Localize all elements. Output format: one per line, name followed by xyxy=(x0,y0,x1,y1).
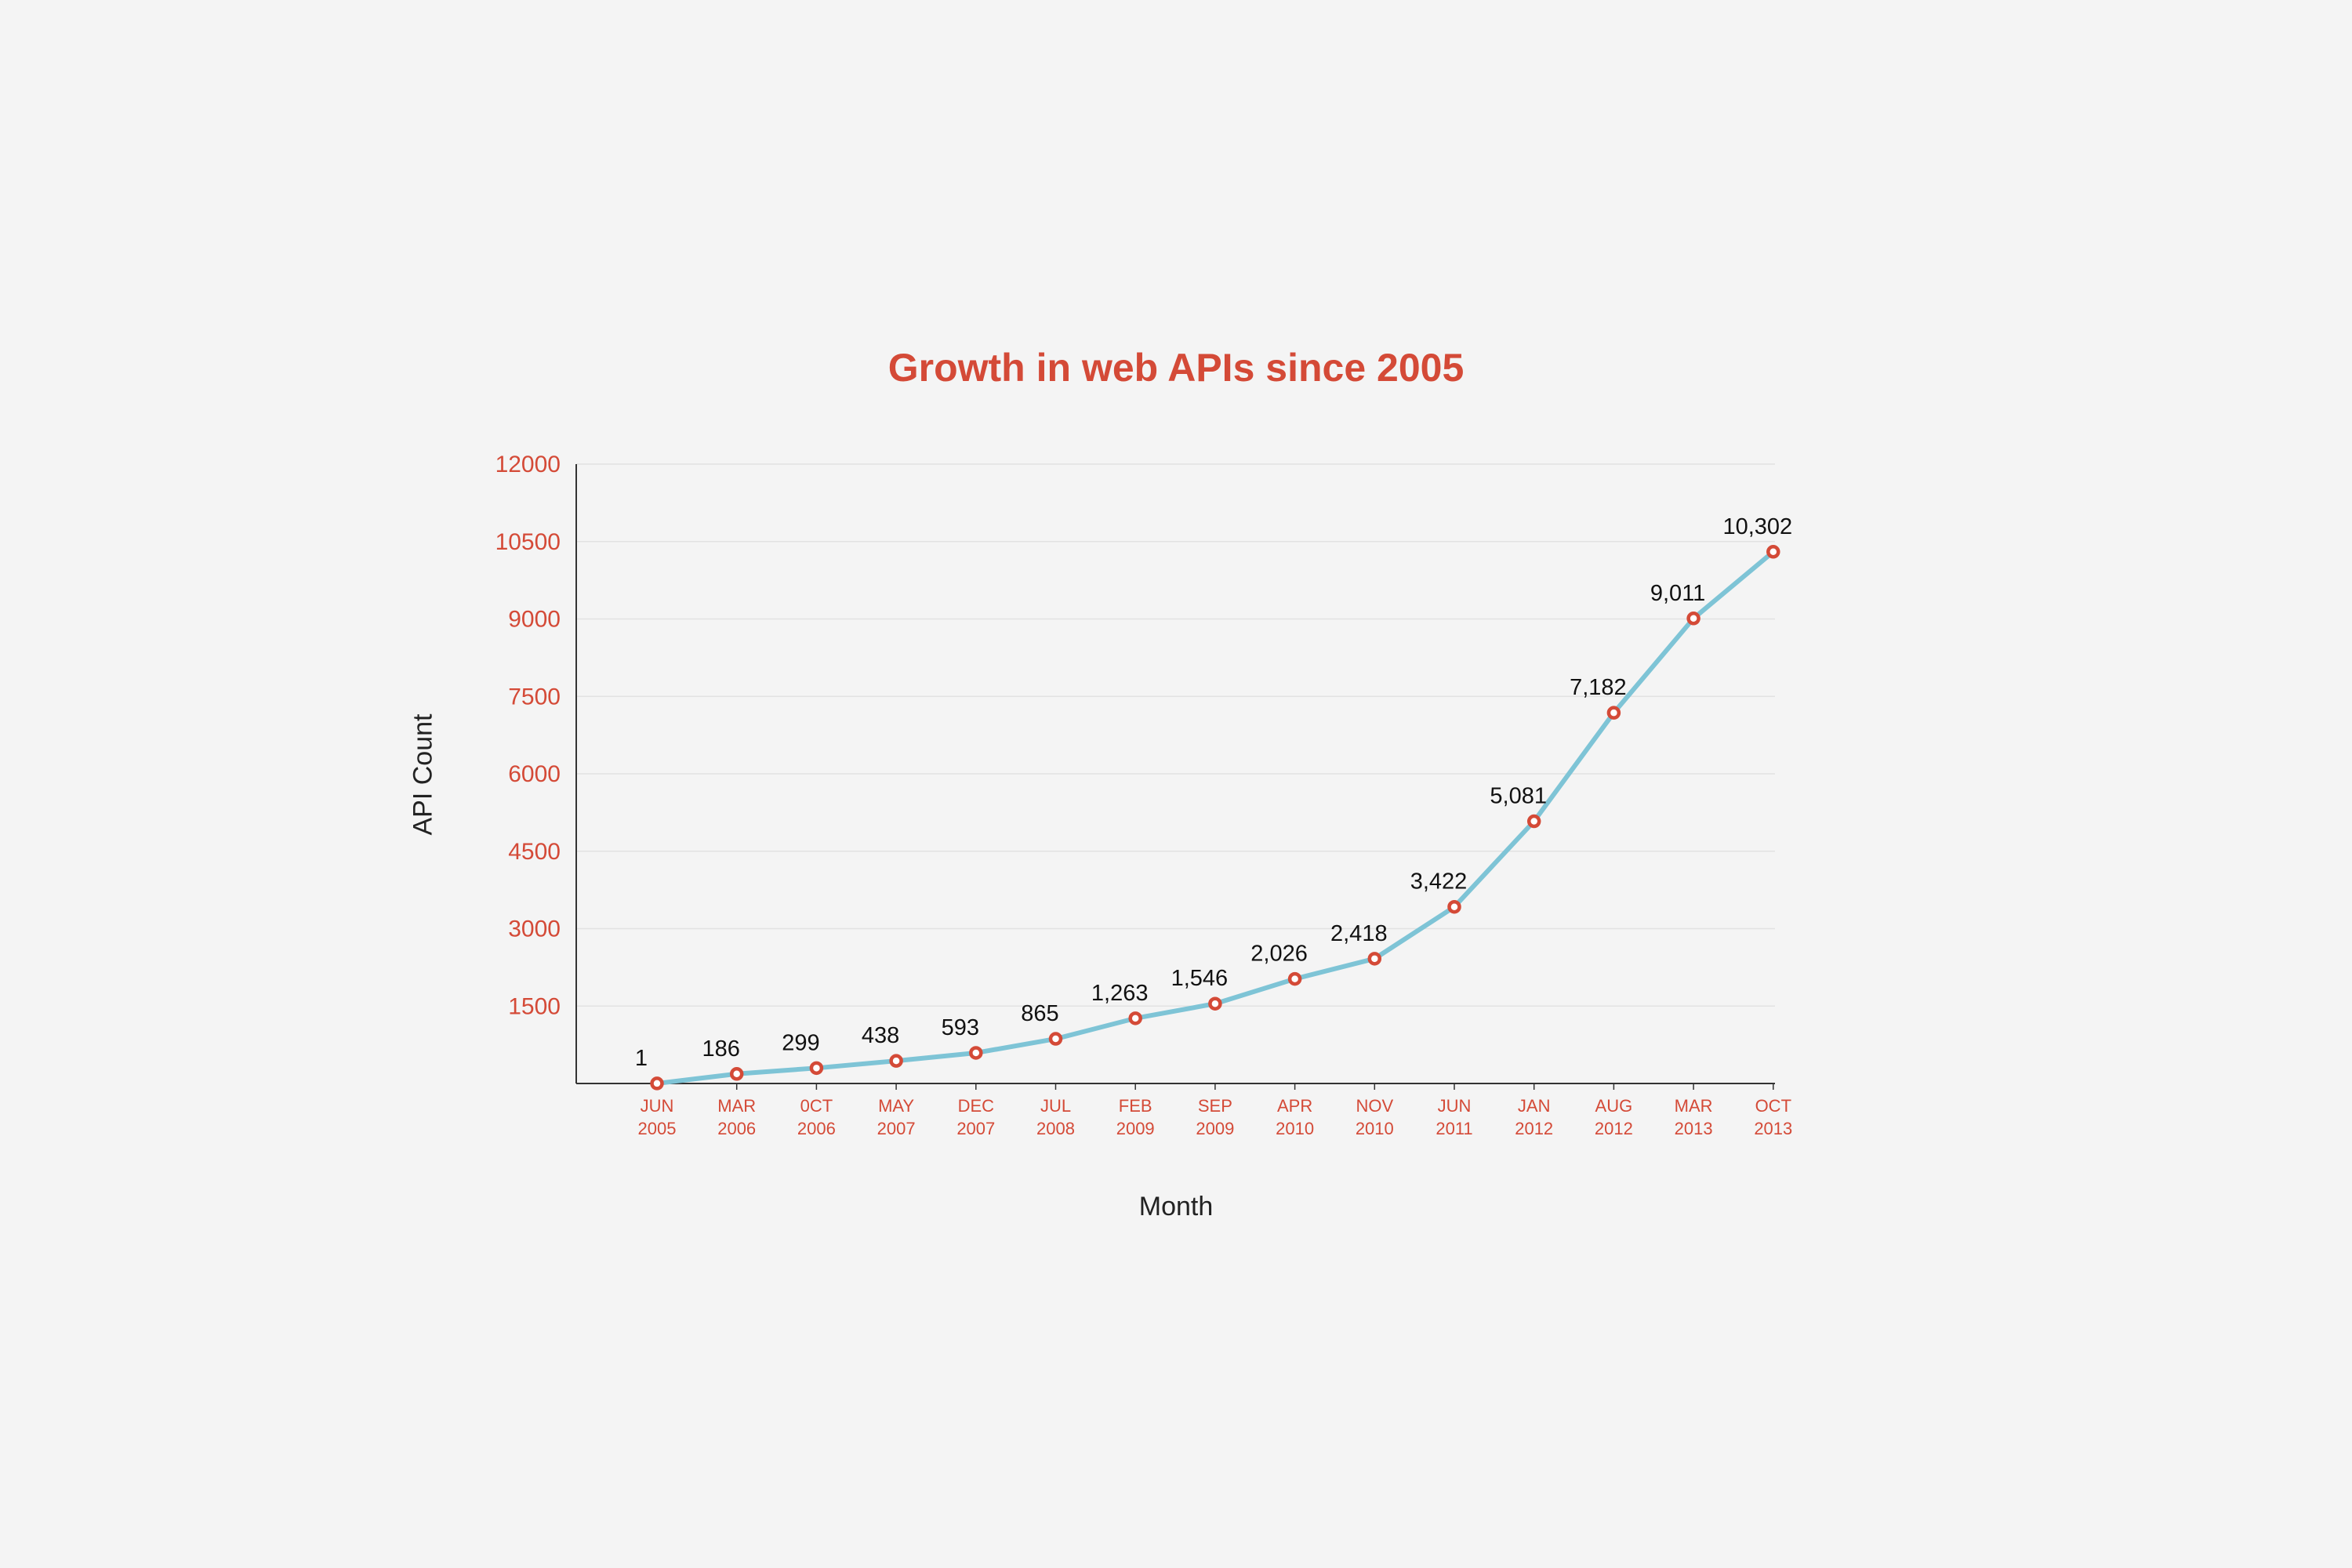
x-tick-label: 2013 xyxy=(1675,1119,1713,1138)
data-label: 2,026 xyxy=(1250,942,1308,967)
y-tick-label: 10500 xyxy=(495,529,561,555)
data-point xyxy=(729,1067,744,1081)
x-tick-label: MAY xyxy=(878,1096,914,1116)
data-label: 7,182 xyxy=(1570,675,1627,700)
x-tick-label: MAR xyxy=(717,1096,756,1116)
x-tick-label: 2008 xyxy=(1036,1119,1075,1138)
data-point xyxy=(809,1061,824,1076)
data-label: 5,081 xyxy=(1490,784,1547,809)
x-tick-label: JUN xyxy=(641,1096,674,1116)
y-tick-label: 7500 xyxy=(508,684,561,710)
x-tick-label: 2006 xyxy=(717,1119,756,1138)
x-tick-label: AUG xyxy=(1595,1096,1633,1116)
data-point xyxy=(1048,1032,1063,1046)
x-tick-label: SEP xyxy=(1198,1096,1232,1116)
x-tick-label: OCT xyxy=(1755,1096,1791,1116)
x-tick-label: 2012 xyxy=(1595,1119,1633,1138)
data-point xyxy=(1208,996,1222,1011)
x-tick-label: JAN xyxy=(1518,1096,1551,1116)
data-label: 593 xyxy=(942,1015,979,1040)
chart-title: Growth in web APIs since 2005 xyxy=(887,346,1465,390)
data-label: 1,263 xyxy=(1091,981,1149,1006)
data-label: 10,302 xyxy=(1722,514,1792,539)
x-tick-label: 2012 xyxy=(1515,1119,1553,1138)
data-label: 299 xyxy=(782,1030,819,1055)
data-point xyxy=(889,1054,903,1068)
y-tick-label: 3000 xyxy=(508,916,561,942)
data-point xyxy=(969,1046,983,1060)
data-label: 186 xyxy=(702,1036,740,1062)
data-point xyxy=(1686,612,1700,626)
data-label: 438 xyxy=(862,1023,899,1048)
data-label: 2,418 xyxy=(1330,921,1388,946)
x-tick-label: 2007 xyxy=(877,1119,916,1138)
x-tick-label: 2013 xyxy=(1754,1119,1792,1138)
y-tick-label: 6000 xyxy=(508,761,561,787)
data-point xyxy=(1766,545,1780,559)
x-tick-label: NOV xyxy=(1356,1096,1393,1116)
data-point xyxy=(1287,971,1302,986)
data-point xyxy=(1128,1011,1142,1025)
data-point xyxy=(1367,952,1382,966)
x-tick-label: 0CT xyxy=(800,1096,833,1116)
data-label: 865 xyxy=(1021,1001,1058,1026)
data-point xyxy=(1606,706,1621,720)
data-label: 9,011 xyxy=(1650,581,1705,606)
x-tick-label: 2007 xyxy=(956,1119,995,1138)
x-tick-label: 2009 xyxy=(1196,1119,1234,1138)
y-tick-label: 1500 xyxy=(508,993,561,1019)
x-axis-label: Month xyxy=(1138,1192,1214,1221)
y-tick-label: 4500 xyxy=(508,839,561,865)
x-tick-label: 2005 xyxy=(638,1119,677,1138)
x-tick-label: JUL xyxy=(1040,1096,1071,1116)
x-tick-label: APR xyxy=(1277,1096,1312,1116)
x-tick-label: 2009 xyxy=(1116,1119,1155,1138)
x-tick-label: JUN xyxy=(1438,1096,1472,1116)
x-tick-label: FEB xyxy=(1119,1096,1152,1116)
y-tick-label: 9000 xyxy=(508,607,561,633)
data-point xyxy=(1447,899,1461,914)
x-tick-label: DEC xyxy=(958,1096,995,1116)
x-tick-label: 2011 xyxy=(1436,1119,1472,1138)
y-tick-label: 12000 xyxy=(495,452,561,477)
data-label: 3,422 xyxy=(1410,869,1468,895)
x-tick-label: 2006 xyxy=(797,1119,836,1138)
x-tick-label: 2010 xyxy=(1356,1119,1394,1138)
x-tick-label: MAR xyxy=(1675,1096,1713,1116)
data-point xyxy=(650,1076,664,1091)
data-label: 1,546 xyxy=(1171,966,1229,991)
x-tick-label: 2010 xyxy=(1276,1119,1314,1138)
data-point xyxy=(1526,814,1541,829)
data-label: 1 xyxy=(635,1046,648,1071)
